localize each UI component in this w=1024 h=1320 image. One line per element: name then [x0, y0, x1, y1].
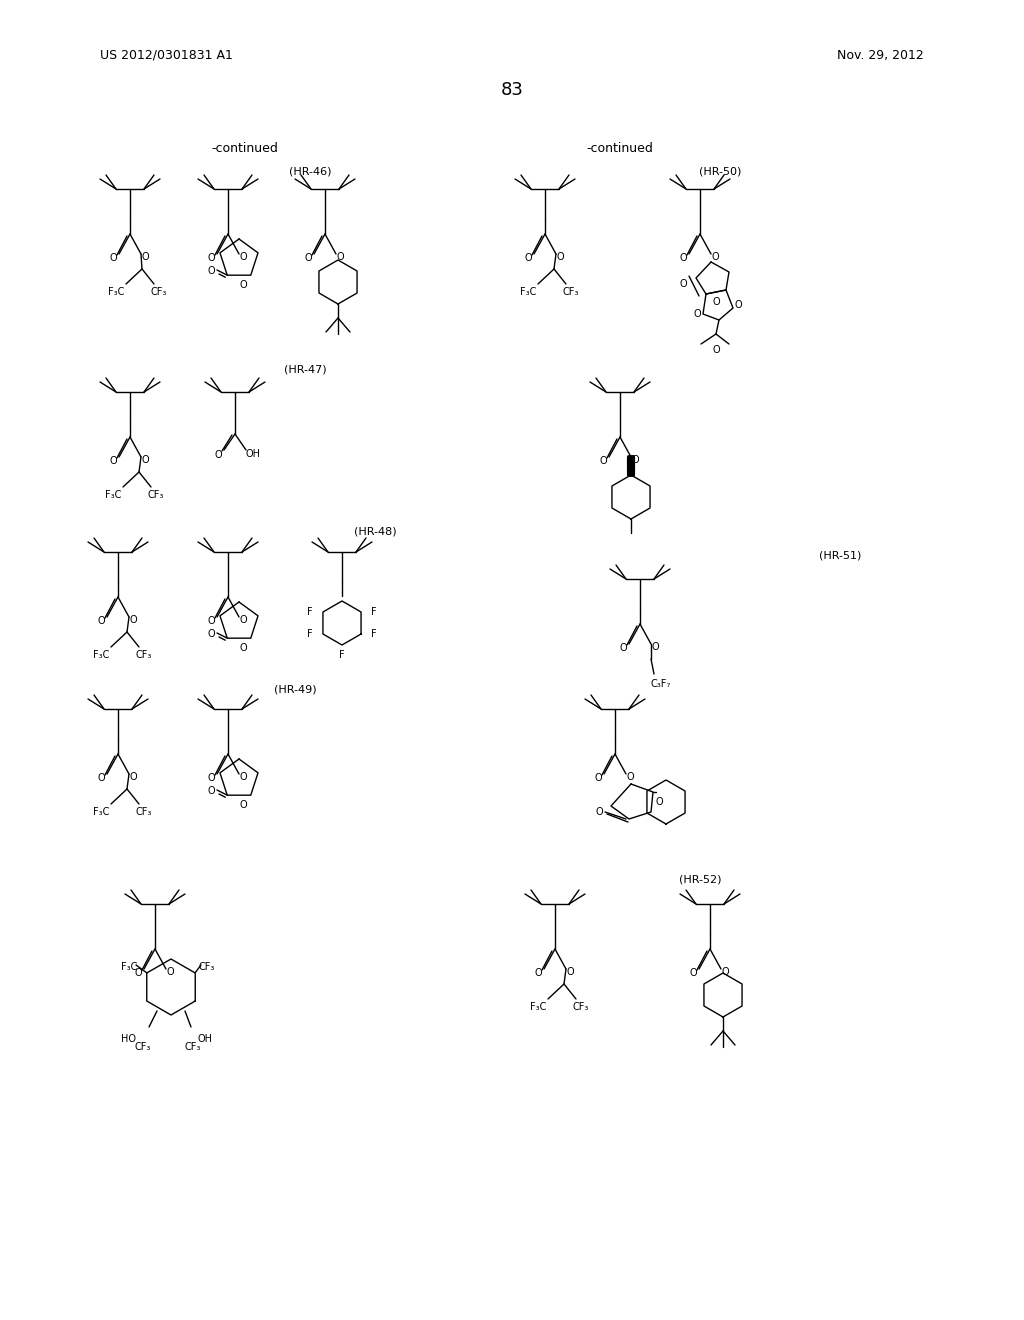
Text: O: O	[207, 630, 215, 639]
Text: O: O	[304, 253, 312, 263]
Text: O: O	[566, 968, 573, 977]
Text: C₃F₇: C₃F₇	[651, 678, 671, 689]
Text: O: O	[689, 968, 696, 978]
Text: O: O	[240, 280, 247, 290]
Text: O: O	[207, 267, 215, 276]
Text: 83: 83	[501, 81, 523, 99]
Text: O: O	[599, 455, 607, 466]
Text: O: O	[595, 807, 603, 817]
Text: O: O	[129, 772, 137, 781]
Text: O: O	[679, 279, 687, 289]
Text: O: O	[620, 643, 627, 653]
Text: O: O	[712, 252, 719, 261]
Text: O: O	[524, 253, 531, 263]
Text: (HR-46): (HR-46)	[289, 168, 331, 177]
Text: O: O	[627, 772, 634, 781]
Text: HO: HO	[122, 1034, 136, 1044]
Text: O: O	[655, 797, 663, 807]
Text: Nov. 29, 2012: Nov. 29, 2012	[838, 49, 924, 62]
Text: O: O	[721, 968, 729, 977]
Text: O: O	[240, 615, 247, 624]
Text: US 2012/0301831 A1: US 2012/0301831 A1	[100, 49, 232, 62]
Text: (HR-49): (HR-49)	[273, 685, 316, 696]
Text: O: O	[535, 968, 542, 978]
Text: F: F	[307, 630, 312, 639]
Text: CF₃: CF₃	[199, 962, 215, 972]
Text: O: O	[207, 774, 215, 783]
Text: CF₃: CF₃	[563, 286, 580, 297]
Text: O: O	[594, 774, 602, 783]
Text: F: F	[371, 630, 377, 639]
Text: O: O	[693, 309, 700, 319]
Text: O: O	[97, 616, 104, 626]
Text: F₃C: F₃C	[93, 807, 110, 817]
Text: (HR-51): (HR-51)	[819, 550, 861, 561]
Text: O: O	[207, 785, 215, 796]
Text: (HR-52): (HR-52)	[679, 875, 721, 884]
Text: CF₃: CF₃	[136, 649, 153, 660]
Text: O: O	[240, 252, 247, 261]
Text: O: O	[207, 253, 215, 263]
Text: F₃C: F₃C	[529, 1002, 546, 1012]
Text: O: O	[240, 772, 247, 781]
Text: OH: OH	[198, 1034, 213, 1044]
Text: O: O	[141, 455, 148, 465]
Text: F₃C: F₃C	[108, 286, 124, 297]
Text: -continued: -continued	[212, 141, 279, 154]
Text: F₃C: F₃C	[520, 286, 537, 297]
Text: O: O	[240, 643, 247, 653]
Text: O: O	[97, 774, 104, 783]
Text: O: O	[110, 253, 117, 263]
Text: CF₃: CF₃	[136, 807, 153, 817]
Text: F: F	[371, 607, 377, 616]
Text: O: O	[110, 455, 117, 466]
Text: O: O	[556, 252, 564, 261]
Text: (HR-48): (HR-48)	[353, 527, 396, 537]
Text: O: O	[712, 345, 720, 355]
Text: O: O	[240, 800, 247, 810]
Text: O: O	[214, 450, 222, 459]
Text: O: O	[134, 968, 141, 978]
Text: F: F	[307, 607, 312, 616]
Text: (HR-47): (HR-47)	[284, 366, 327, 375]
Text: O: O	[631, 455, 639, 465]
Text: O: O	[336, 252, 344, 261]
Text: O: O	[712, 297, 720, 308]
Text: O: O	[129, 615, 137, 624]
Text: CF₃: CF₃	[151, 286, 167, 297]
Text: CF₃: CF₃	[184, 1041, 201, 1052]
Text: F₃C: F₃C	[121, 962, 137, 972]
Text: CF₃: CF₃	[147, 490, 164, 500]
Text: O: O	[207, 616, 215, 626]
Text: CF₃: CF₃	[135, 1041, 152, 1052]
Text: CF₃: CF₃	[572, 1002, 589, 1012]
Text: F: F	[339, 649, 345, 660]
Text: O: O	[166, 968, 174, 977]
Text: O: O	[651, 642, 658, 652]
Text: O: O	[734, 300, 741, 310]
Text: F₃C: F₃C	[104, 490, 121, 500]
Text: O: O	[141, 252, 148, 261]
Text: O: O	[679, 253, 687, 263]
Text: F₃C: F₃C	[93, 649, 110, 660]
Text: (HR-50): (HR-50)	[698, 168, 741, 177]
Text: OH: OH	[246, 449, 260, 459]
Text: -continued: -continued	[587, 141, 653, 154]
